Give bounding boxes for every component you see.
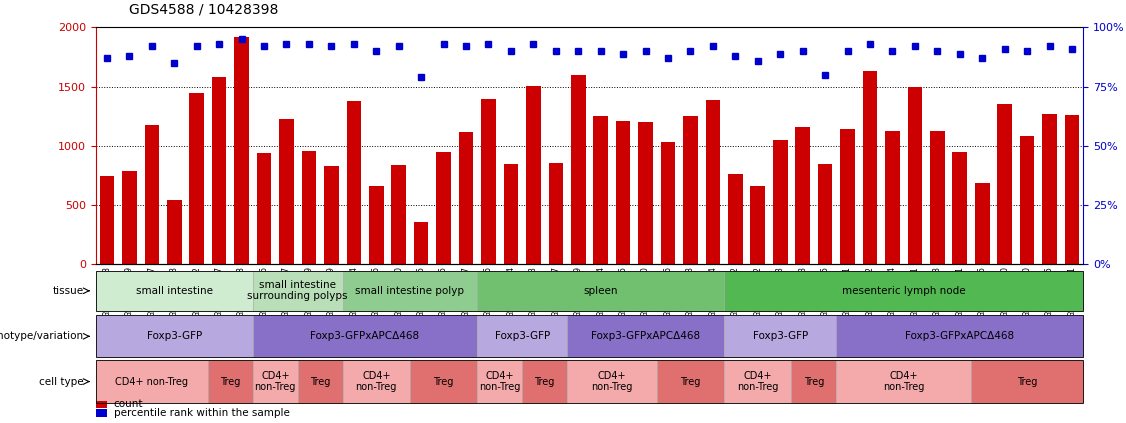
- Bar: [167, 201, 181, 264]
- Text: GDS4588 / 10428398: GDS4588 / 10428398: [129, 3, 279, 17]
- Bar: [975, 183, 990, 264]
- Text: CD4+
non-Treg: CD4+ non-Treg: [883, 371, 924, 392]
- Text: Foxp3-GFPxAPCΔ468: Foxp3-GFPxAPCΔ468: [591, 331, 700, 341]
- Bar: [930, 131, 945, 264]
- Bar: [369, 186, 384, 264]
- Bar: [1065, 115, 1080, 264]
- Bar: [1020, 137, 1035, 264]
- Text: percentile rank within the sample: percentile rank within the sample: [114, 408, 289, 418]
- Bar: [324, 166, 339, 264]
- Bar: [189, 93, 204, 264]
- Bar: [840, 129, 855, 264]
- Bar: [706, 100, 721, 264]
- Text: Treg: Treg: [1017, 376, 1037, 387]
- Bar: [729, 174, 743, 264]
- Text: Treg: Treg: [804, 376, 824, 387]
- Text: CD4+
non-Treg: CD4+ non-Treg: [254, 371, 296, 392]
- Bar: [302, 151, 316, 264]
- Text: CD4+
non-Treg: CD4+ non-Treg: [356, 371, 397, 392]
- Bar: [144, 125, 159, 264]
- Text: small intestine
surrounding polyps: small intestine surrounding polyps: [248, 280, 348, 301]
- Text: small intestine polyp: small intestine polyp: [356, 286, 464, 296]
- Text: spleen: spleen: [583, 286, 618, 296]
- Text: tissue: tissue: [52, 286, 83, 296]
- Bar: [908, 87, 922, 264]
- Bar: [772, 140, 787, 264]
- Text: Treg: Treg: [535, 376, 555, 387]
- Bar: [414, 222, 428, 264]
- Text: Foxp3-GFPxAPCΔ468: Foxp3-GFPxAPCΔ468: [905, 331, 1015, 341]
- Bar: [212, 77, 226, 264]
- Text: CD4+
non-Treg: CD4+ non-Treg: [738, 371, 778, 392]
- Bar: [234, 37, 249, 264]
- Bar: [481, 99, 495, 264]
- Bar: [998, 104, 1012, 264]
- Bar: [795, 127, 810, 264]
- Text: mesenteric lymph node: mesenteric lymph node: [842, 286, 965, 296]
- Text: Treg: Treg: [434, 376, 454, 387]
- Text: Foxp3-GFP: Foxp3-GFP: [752, 331, 807, 341]
- Text: Treg: Treg: [680, 376, 700, 387]
- Bar: [817, 164, 832, 264]
- Bar: [593, 116, 608, 264]
- Bar: [683, 116, 698, 264]
- Text: Treg: Treg: [310, 376, 330, 387]
- Bar: [436, 152, 450, 264]
- Bar: [96, 401, 107, 408]
- Text: Foxp3-GFP: Foxp3-GFP: [494, 331, 549, 341]
- Bar: [99, 176, 114, 264]
- Text: Treg: Treg: [221, 376, 241, 387]
- Bar: [661, 143, 676, 264]
- Text: CD4+ non-Treg: CD4+ non-Treg: [115, 376, 188, 387]
- Text: Foxp3-GFP: Foxp3-GFP: [146, 331, 202, 341]
- Bar: [347, 101, 361, 264]
- Bar: [526, 85, 540, 264]
- Text: cell type: cell type: [38, 376, 83, 387]
- Text: genotype/variation: genotype/variation: [0, 331, 83, 341]
- Bar: [548, 162, 563, 264]
- Text: count: count: [114, 399, 143, 409]
- Bar: [863, 71, 877, 264]
- Bar: [122, 171, 136, 264]
- Bar: [392, 165, 406, 264]
- Bar: [953, 152, 967, 264]
- Bar: [96, 409, 107, 417]
- Text: CD4+
non-Treg: CD4+ non-Treg: [591, 371, 633, 392]
- Bar: [257, 153, 271, 264]
- Bar: [751, 186, 765, 264]
- Text: CD4+
non-Treg: CD4+ non-Treg: [479, 371, 520, 392]
- Bar: [885, 131, 900, 264]
- Bar: [638, 122, 653, 264]
- Bar: [616, 121, 631, 264]
- Text: small intestine: small intestine: [136, 286, 213, 296]
- Bar: [503, 164, 518, 264]
- Text: Foxp3-GFPxAPCΔ468: Foxp3-GFPxAPCΔ468: [311, 331, 420, 341]
- Bar: [279, 119, 294, 264]
- Bar: [1043, 114, 1057, 264]
- Bar: [458, 132, 473, 264]
- Bar: [571, 75, 586, 264]
